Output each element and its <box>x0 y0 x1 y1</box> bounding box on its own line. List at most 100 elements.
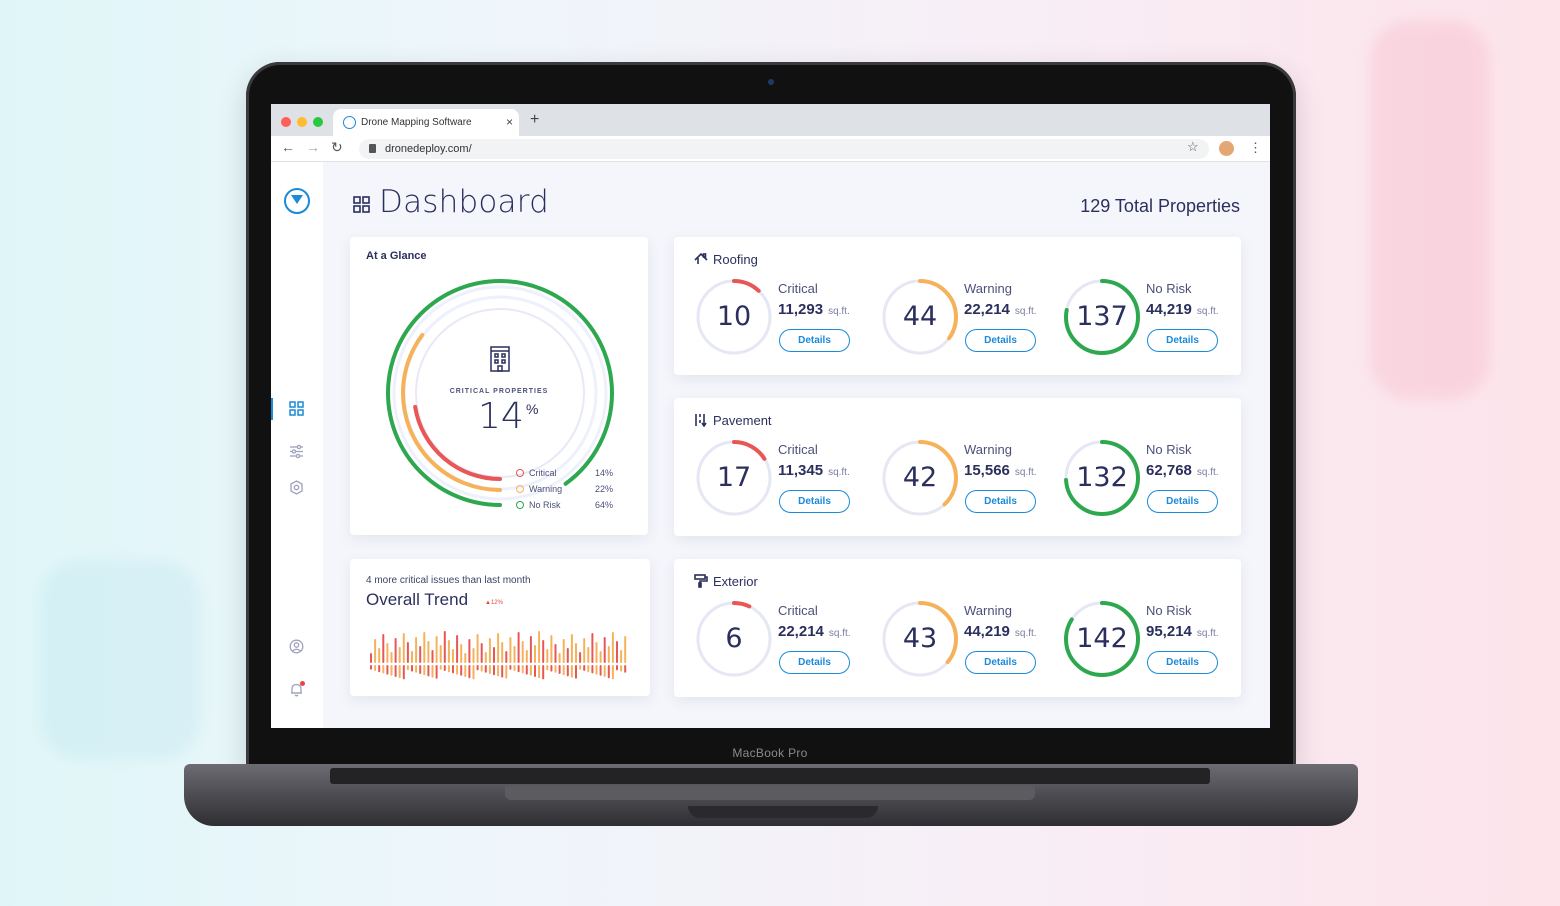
area-unit: sq.ft. <box>1196 467 1219 478</box>
critical-properties-unit: % <box>526 401 539 417</box>
trend-bar <box>386 643 389 663</box>
details-button[interactable]: Details <box>1147 490 1218 513</box>
trend-bar <box>505 665 508 679</box>
gauge-count: 132 <box>1076 462 1128 493</box>
details-button[interactable]: Details <box>779 651 850 674</box>
trend-bar <box>411 665 413 672</box>
trend-bar <box>456 665 459 675</box>
trend-bar <box>538 631 541 663</box>
trend-bar <box>484 665 487 673</box>
gauge-arc <box>882 279 958 355</box>
trend-bar <box>456 635 459 663</box>
legend-value: 14% <box>595 468 614 478</box>
user-icon[interactable] <box>289 639 304 654</box>
tab-close-icon[interactable]: × <box>505 115 513 129</box>
area-unit: sq.ft. <box>828 306 850 317</box>
close-window-icon[interactable] <box>281 117 291 127</box>
trend-bar <box>509 665 512 670</box>
roofing-card: Roofing 10 Critical 11,293 sq.ft. Details 44 W… <box>674 237 1241 375</box>
reload-icon[interactable]: ↻ <box>331 139 343 155</box>
trend-bar <box>550 665 553 672</box>
gauge-arc <box>882 601 958 677</box>
details-button[interactable]: Details <box>779 490 850 513</box>
app-logo-icon[interactable] <box>284 188 310 214</box>
maximize-window-icon[interactable] <box>313 117 323 127</box>
trend-bar <box>431 665 434 678</box>
trend-bar <box>394 638 397 663</box>
browser-tab[interactable]: Drone Mapping Software × <box>333 109 519 136</box>
forward-icon[interactable]: → <box>306 139 320 155</box>
area-number: 11,345 <box>778 462 824 479</box>
details-button[interactable]: Details <box>965 490 1036 513</box>
trend-bar <box>480 665 483 672</box>
webcam-icon <box>768 79 774 85</box>
trend-bar <box>517 632 520 663</box>
trend-subtitle: 4 more critical issues than last month <box>366 575 531 586</box>
details-button[interactable]: Details <box>965 651 1036 674</box>
gauge-arc <box>1064 601 1140 677</box>
details-button[interactable]: Details <box>779 329 850 352</box>
browser-menu-icon[interactable]: ⋮ <box>1249 140 1262 155</box>
area-unit: sq.ft. <box>828 628 851 639</box>
ring-arc-no-risk <box>386 279 614 507</box>
details-button[interactable]: Details <box>1147 651 1218 674</box>
details-button[interactable]: Details <box>1147 329 1218 352</box>
profile-avatar[interactable] <box>1219 141 1234 156</box>
sidebar <box>271 162 323 728</box>
area-number: 95,214 <box>1146 623 1192 640</box>
back-icon[interactable]: ← <box>281 139 295 155</box>
trend-bar <box>402 633 405 663</box>
trend-bar <box>624 636 627 663</box>
bell-icon[interactable] <box>289 682 304 697</box>
trend-bar <box>591 633 594 663</box>
trend-bar <box>415 637 418 663</box>
trend-bar <box>497 665 500 677</box>
stat-area-value: 11,293 sq.ft. <box>778 301 850 318</box>
page-title: Dashboard <box>379 184 549 220</box>
trend-bar <box>390 665 393 676</box>
settings-icon[interactable] <box>289 480 304 495</box>
trend-bar <box>415 665 418 673</box>
legend-label: Warning <box>529 484 563 494</box>
trend-bar <box>480 643 483 663</box>
minimize-window-icon[interactable] <box>297 117 307 127</box>
bookmark-star-icon[interactable]: ☆ <box>1187 139 1199 154</box>
trend-bar <box>382 634 385 663</box>
trend-bar <box>562 665 565 676</box>
trend-bar <box>554 665 557 673</box>
trend-bar <box>521 665 524 674</box>
new-tab-button[interactable]: + <box>530 111 540 128</box>
trend-bar <box>472 648 475 663</box>
trend-bar <box>505 651 508 663</box>
device-label: MacBook Pro <box>732 746 808 760</box>
area-number: 15,566 <box>964 462 1010 479</box>
trend-bar <box>558 653 561 663</box>
address-bar[interactable]: dronedeploy.com/ <box>359 139 1209 159</box>
sliders-icon[interactable] <box>289 444 304 459</box>
risk-gauge-no-risk <box>1064 440 1140 516</box>
trend-bar <box>620 665 623 672</box>
trend-bar <box>579 652 582 663</box>
trend-bar <box>427 641 430 663</box>
area-number: 22,214 <box>778 623 824 640</box>
trend-bar <box>534 665 536 677</box>
trend-bar <box>521 641 524 663</box>
details-button[interactable]: Details <box>965 329 1036 352</box>
area-unit: sq.ft. <box>1196 306 1219 317</box>
roof-icon <box>694 252 708 264</box>
stat-level-label: Critical <box>778 603 818 618</box>
area-number: 44,219 <box>1146 301 1192 318</box>
pavement-icon <box>695 414 707 427</box>
trend-bar <box>411 651 413 663</box>
trend-bar <box>542 665 545 680</box>
trend-bar <box>423 632 426 663</box>
trend-bar <box>607 646 610 663</box>
trend-sparkbars <box>370 631 627 680</box>
trend-bar <box>488 638 491 663</box>
trend-bar <box>484 652 487 663</box>
dashboard-icon[interactable] <box>289 401 304 416</box>
area-unit: sq.ft. <box>1196 628 1219 639</box>
risk-gauge-no-risk <box>1064 279 1140 355</box>
stat-area-value: 22,214 sq.ft. <box>964 301 1037 318</box>
trend-bar <box>378 665 381 673</box>
